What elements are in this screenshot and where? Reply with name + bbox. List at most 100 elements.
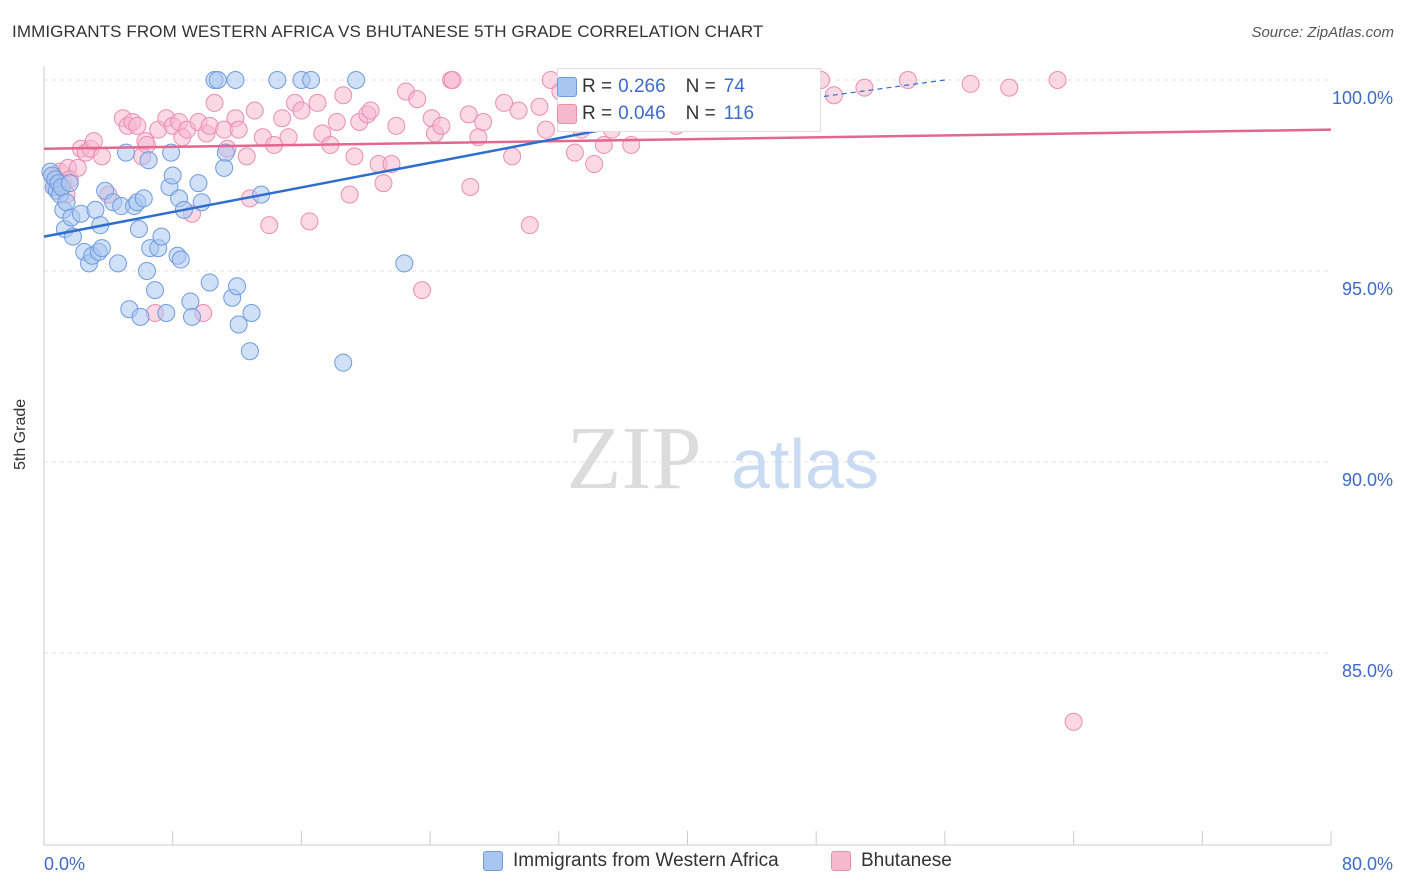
bhutanese-point bbox=[68, 158, 87, 177]
western-africa-point bbox=[334, 353, 353, 372]
x-tick-label: 0.0% bbox=[44, 854, 85, 874]
tick-labels: 100.0% 95.0% 90.0% 85.0% 0.0% 80.0% bbox=[44, 88, 1393, 874]
western-africa-point bbox=[134, 189, 153, 208]
bhutanese-point bbox=[334, 86, 353, 105]
bhutanese-point bbox=[308, 93, 327, 112]
bhutanese-point bbox=[327, 113, 346, 132]
western-africa-point bbox=[146, 281, 165, 300]
watermark-atlas: atlas bbox=[731, 425, 879, 503]
stats-row-blue: R = 0.266 N = 74 bbox=[557, 74, 745, 100]
bhutanese-point bbox=[279, 128, 298, 147]
western-africa-point bbox=[57, 193, 76, 212]
bhutanese-point bbox=[503, 147, 522, 166]
bhutanese-point bbox=[408, 90, 427, 109]
western-africa-point bbox=[86, 200, 105, 219]
western-africa-point bbox=[183, 307, 202, 326]
legend-label: Bhutanese bbox=[861, 850, 952, 871]
western-africa-point bbox=[200, 273, 219, 292]
western-africa-point bbox=[226, 71, 245, 89]
western-africa-point bbox=[131, 307, 150, 326]
bhutanese-point bbox=[585, 155, 604, 174]
bhutanese-point bbox=[1000, 78, 1019, 97]
bhutanese-point bbox=[1048, 71, 1067, 89]
stats-r-label: R = bbox=[582, 103, 613, 124]
bhutanese-point bbox=[855, 78, 874, 97]
western-africa-point bbox=[139, 151, 158, 170]
stats-n-value: 74 bbox=[723, 76, 745, 97]
stats-r-value: 0.046 bbox=[618, 103, 666, 124]
source-label: Source: ZipAtlas.com bbox=[1251, 24, 1394, 41]
y-tick-label: 100.0% bbox=[1332, 88, 1393, 108]
stats-box: R = 0.266 N = 74 R = 0.046 N = 116 bbox=[557, 68, 821, 132]
bhutanese-point bbox=[432, 116, 451, 135]
bhutanese-point bbox=[898, 71, 917, 89]
bhutanese-point bbox=[345, 147, 364, 166]
western-africa-point bbox=[395, 254, 414, 273]
western-africa-point bbox=[163, 166, 182, 185]
axes bbox=[43, 66, 1332, 846]
stats-swatch-pink bbox=[557, 104, 577, 124]
western-africa-point bbox=[302, 71, 321, 89]
stats-swatch-blue bbox=[557, 77, 577, 97]
x-tick-label: 80.0% bbox=[1342, 854, 1393, 874]
bhutanese-point bbox=[461, 177, 480, 196]
bhutanese-point bbox=[443, 71, 462, 89]
western-africa-trend-line bbox=[43, 116, 664, 238]
legend-item-western-africa[interactable]: Immigrants from Western Africa bbox=[483, 850, 779, 872]
bhutanese-point bbox=[374, 174, 393, 193]
bhutanese-point bbox=[530, 97, 549, 116]
bhutanese-point bbox=[273, 109, 292, 128]
bhutanese-point bbox=[565, 143, 584, 162]
bhutanese-point bbox=[260, 216, 279, 235]
bhutanese-point bbox=[237, 147, 256, 166]
bhutanese-point bbox=[92, 147, 111, 166]
bhutanese-point bbox=[84, 132, 103, 151]
bhutanese-trend-line bbox=[43, 128, 1332, 151]
bhutanese-point bbox=[509, 101, 528, 120]
bhutanese-points bbox=[43, 71, 1083, 731]
western-africa-point bbox=[92, 239, 111, 258]
western-africa-point bbox=[129, 219, 148, 238]
western-africa-point bbox=[152, 227, 171, 246]
bhutanese-point bbox=[459, 105, 478, 124]
chart-title: IMMIGRANTS FROM WESTERN AFRICA VS BHUTAN… bbox=[12, 22, 764, 41]
western-africa-point bbox=[268, 71, 287, 89]
bhutanese-point bbox=[594, 135, 613, 154]
legend-swatch-blue bbox=[483, 851, 503, 871]
bhutanese-point bbox=[137, 135, 156, 154]
western-africa-point bbox=[347, 71, 366, 89]
bhutanese-point bbox=[1064, 712, 1083, 731]
western-africa-point bbox=[242, 304, 261, 323]
bhutanese-point bbox=[292, 101, 311, 120]
western-africa-point bbox=[216, 143, 235, 162]
gridlines bbox=[44, 79, 1331, 654]
stats-row-pink: R = 0.046 N = 116 bbox=[557, 101, 754, 127]
legend: Immigrants from Western Africa Bhutanese bbox=[0, 850, 1406, 880]
stats-n-label: N = bbox=[685, 76, 716, 97]
bhutanese-point bbox=[361, 101, 380, 120]
legend-swatch-pink bbox=[831, 851, 851, 871]
bhutanese-point bbox=[474, 113, 493, 132]
bhutanese-point bbox=[340, 185, 359, 204]
western-africa-point bbox=[157, 304, 176, 323]
bhutanese-point bbox=[128, 116, 147, 135]
western-africa-point bbox=[162, 143, 181, 162]
bhutanese-point bbox=[300, 212, 319, 231]
western-africa-point bbox=[215, 158, 234, 177]
bhutanese-point bbox=[520, 216, 539, 235]
y-tick-label: 95.0% bbox=[1342, 279, 1393, 299]
bhutanese-point bbox=[961, 74, 980, 93]
stats-r-value: 0.266 bbox=[618, 76, 666, 97]
bhutanese-point bbox=[245, 101, 264, 120]
western-africa-point bbox=[60, 174, 79, 193]
watermark: ZIP atlas bbox=[567, 409, 879, 508]
western-africa-point bbox=[171, 250, 190, 269]
bhutanese-point bbox=[413, 281, 432, 300]
legend-item-bhutanese[interactable]: Bhutanese bbox=[831, 850, 952, 872]
y-tick-label: 90.0% bbox=[1342, 470, 1393, 490]
western-africa-point bbox=[240, 342, 259, 361]
bhutanese-point bbox=[229, 120, 248, 139]
bhutanese-point bbox=[536, 120, 555, 139]
bhutanese-point bbox=[387, 116, 406, 135]
